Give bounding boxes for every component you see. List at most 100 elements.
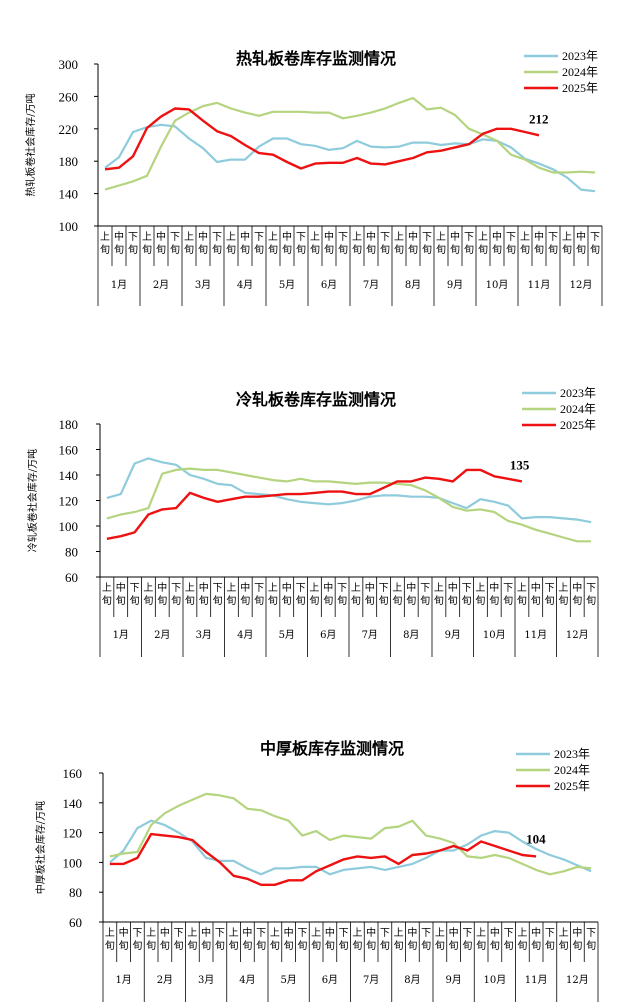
x-tick-label: 下旬: [212, 232, 222, 256]
x-tick-label: 上旬: [311, 927, 321, 952]
month-label: 2月: [153, 279, 169, 291]
month-label: 4月: [237, 279, 253, 291]
latest-value-annotation: 135: [510, 457, 530, 472]
month-label: 11月: [528, 279, 551, 291]
x-tick-label: 上旬: [394, 927, 404, 952]
x-tick-label: 中旬: [157, 581, 167, 607]
series-line-2024: [106, 467, 592, 543]
x-tick-label: 上旬: [520, 231, 530, 256]
month-label: 7月: [362, 629, 378, 641]
series-line-2024: [109, 792, 592, 876]
y-tick-label: 260: [59, 89, 79, 104]
x-tick-label: 中旬: [407, 926, 417, 952]
x-tick-label: 中旬: [284, 926, 294, 952]
x-tick-label: 下旬: [503, 583, 513, 607]
x-tick-label: 中旬: [449, 926, 459, 952]
month-label: 8月: [405, 279, 421, 291]
x-tick-label: 下旬: [422, 232, 432, 256]
x-tick-label: 下旬: [506, 232, 516, 256]
x-tick-label: 下旬: [379, 583, 389, 607]
chart-2: 冷轧板卷库存监测情况 60 80 100 120 140 160 180 冷轧板卷社会库存/万吨…: [26, 386, 599, 657]
month-label: 3月: [196, 629, 212, 641]
x-tick-label: 下旬: [254, 232, 264, 256]
x-tick-label: 中旬: [576, 230, 586, 256]
chart-title: 中厚板库存监测情况: [260, 739, 404, 758]
legend-label-2023: 2023年: [562, 49, 598, 63]
x-tick-label: 下旬: [420, 583, 430, 607]
x-tick-label: 下旬: [170, 232, 180, 256]
x-tick-label: 中旬: [366, 230, 376, 256]
x-tick-label: 上旬: [268, 582, 278, 607]
y-tick-label: 80: [69, 885, 82, 900]
x-tick-label: 下旬: [421, 928, 431, 952]
x-tick-label: 上旬: [559, 927, 569, 952]
y-tick-label: 160: [63, 766, 83, 781]
x-tick-label: 下旬: [590, 232, 600, 256]
legend-label-2024: 2024年: [562, 65, 598, 79]
y-tick-label: 140: [63, 796, 83, 811]
y-tick-label: 140: [59, 187, 79, 202]
month-label: 9月: [445, 974, 461, 986]
y-tick-label: 160: [59, 443, 79, 458]
x-tick-label: 上旬: [436, 231, 446, 256]
month-label: 1月: [113, 629, 129, 641]
y-tick-label: 120: [59, 494, 79, 509]
legend-label-2025: 2025年: [560, 418, 596, 432]
x-tick-label: 中旬: [365, 581, 375, 607]
x-tick-label: 中旬: [492, 230, 502, 256]
y-tick-label: 100: [63, 855, 83, 870]
month-label: 6月: [321, 279, 337, 291]
x-tick-label: 下旬: [586, 583, 596, 607]
x-tick-label: 下旬: [548, 232, 558, 256]
x-tick-label: 上旬: [351, 582, 361, 607]
x-tick-label: 上旬: [187, 927, 197, 952]
y-axis-label: 冷轧板卷社会库存/万吨: [26, 449, 39, 552]
x-tick-label: 中旬: [201, 926, 211, 952]
x-tick-label: 中旬: [242, 926, 252, 952]
x-tick-label: 上旬: [352, 231, 362, 256]
month-label: 11月: [524, 629, 547, 641]
x-tick-label: 下旬: [586, 928, 596, 952]
month-label: 4月: [237, 629, 253, 641]
y-tick-label: 100: [59, 519, 79, 534]
x-tick-label: 上旬: [434, 582, 444, 607]
x-tick-label: 中旬: [489, 581, 499, 607]
series-line-2023: [106, 457, 592, 524]
month-label: 8月: [404, 974, 420, 986]
month-label: 1月: [115, 974, 131, 986]
x-tick-label: 上旬: [229, 927, 239, 952]
month-label: 1月: [111, 279, 127, 291]
x-tick-label: 上旬: [558, 582, 568, 607]
month-label: 11月: [525, 974, 548, 986]
x-tick-label: 中旬: [240, 230, 250, 256]
legend-label-2023: 2023年: [554, 747, 590, 761]
month-label: 3月: [198, 974, 214, 986]
month-label: 9月: [445, 629, 461, 641]
x-tick-label: 下旬: [213, 583, 223, 607]
x-tick-label: 上旬: [270, 927, 280, 952]
legend-label-2024: 2024年: [560, 402, 596, 416]
month-label: 6月: [320, 629, 336, 641]
month-label: 5月: [280, 974, 296, 986]
x-tick-label: 上旬: [392, 582, 402, 607]
month-label: 8月: [403, 629, 419, 641]
x-tick-label: 中旬: [406, 581, 416, 607]
legend-label-2025: 2025年: [562, 81, 598, 95]
chart-1: 热轧板卷库存监测情况 100 140 180 220 260 300 热轧板卷社会库存/万吨上…: [24, 49, 603, 306]
series-line-2023: [104, 123, 596, 193]
y-tick-label: 180: [59, 417, 79, 432]
x-tick-label: 上旬: [476, 927, 486, 952]
x-tick-label: 中旬: [156, 230, 166, 256]
x-tick-label: 上旬: [185, 582, 195, 607]
x-tick-label: 中旬: [448, 581, 458, 607]
month-label: 12月: [566, 629, 589, 641]
y-tick-label: 60: [69, 915, 82, 930]
x-tick-label: 下旬: [215, 928, 225, 952]
x-tick-label: 中旬: [534, 230, 544, 256]
x-tick-label: 中旬: [531, 581, 541, 607]
x-tick-label: 上旬: [226, 231, 236, 256]
x-tick-label: 上旬: [394, 231, 404, 256]
month-label: 10月: [483, 629, 506, 641]
x-tick-label: 上旬: [102, 582, 112, 607]
